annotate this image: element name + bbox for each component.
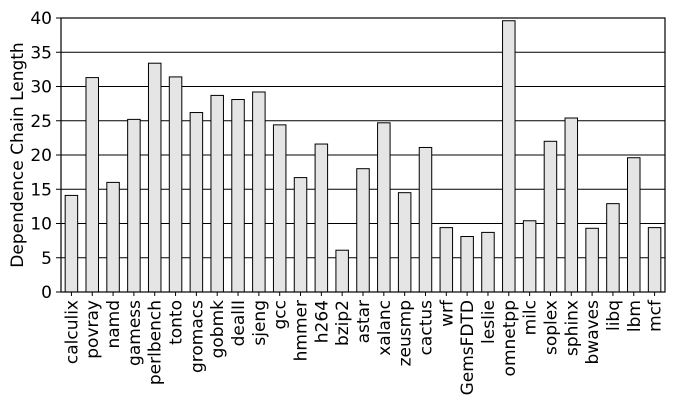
x-tick-label: hmmer: [292, 300, 312, 361]
x-tick-label: dealII: [229, 300, 249, 346]
bar: [564, 117, 579, 293]
y-tick-label: 25: [30, 112, 52, 132]
x-tick-label: gamess: [125, 300, 145, 366]
y-tick-label: 35: [30, 43, 52, 63]
y-tick-label: 5: [41, 249, 52, 269]
y-tick-label: 15: [30, 180, 52, 200]
y-tick-label: 0: [41, 283, 52, 303]
bar: [377, 122, 391, 293]
y-tick-label: 40: [30, 9, 52, 29]
bar: [647, 227, 662, 293]
x-tick-label: povray: [83, 300, 103, 359]
bar: [231, 99, 245, 293]
x-tick-label: gcc: [271, 300, 291, 329]
x-tick-label: zeusmp: [396, 300, 416, 366]
x-tick-label: cactus: [416, 300, 436, 356]
bar: [106, 181, 120, 293]
bar-layer: [64, 20, 662, 293]
bar: [168, 76, 183, 293]
bar: [502, 20, 516, 293]
x-tick-label: bwaves: [583, 300, 603, 365]
y-axis-ticks: 0 5 10 15 20 25 30 35 40: [30, 9, 61, 303]
bar: [64, 194, 79, 293]
bar: [522, 220, 537, 293]
bar: [627, 157, 641, 293]
bar: [439, 227, 454, 293]
bar: [189, 112, 204, 293]
bar: [397, 192, 412, 293]
x-tick-label: namd: [104, 300, 124, 349]
x-tick-label: gobmk: [208, 300, 228, 359]
x-axis-ticks: calculix povray namd gamess perlbench tonto gr…: [62, 292, 666, 395]
x-tick-label: bzip2: [333, 300, 353, 346]
y-tick-label: 10: [30, 215, 52, 235]
x-tick-label: sjeng: [250, 300, 270, 346]
bar: [272, 124, 287, 293]
y-tick-label: 20: [30, 146, 52, 166]
x-tick-label: calculix: [62, 300, 82, 364]
bar: [293, 177, 308, 293]
bar: [356, 168, 370, 293]
x-tick-label: libq: [604, 300, 624, 331]
x-tick-label: milc: [521, 300, 541, 335]
x-tick-label: astar: [354, 300, 374, 343]
x-tick-label: lbm: [625, 300, 645, 332]
bar: [481, 231, 495, 293]
y-tick-label: 30: [30, 78, 52, 98]
x-tick-label: mcf: [646, 299, 666, 332]
bar: [606, 203, 620, 293]
bar: [460, 236, 474, 293]
bar: [252, 91, 266, 293]
x-tick-label: sphinx: [562, 300, 582, 356]
x-tick-label: xalanc: [375, 300, 395, 356]
bar: [543, 140, 558, 293]
bar: [314, 143, 329, 293]
x-tick-label: gromacs: [187, 300, 207, 373]
bar: [210, 94, 224, 293]
x-tick-label: omnetpp: [500, 300, 520, 376]
bar: [335, 249, 349, 293]
x-tick-label: wrf: [437, 299, 457, 327]
x-tick-label: tonto: [167, 300, 187, 345]
y-axis-label: Dependence Chain Length: [8, 42, 28, 267]
x-tick-label: GemsFDTD: [458, 300, 478, 395]
bar: [85, 77, 99, 293]
bar: [147, 62, 162, 293]
x-tick-label: soplex: [541, 300, 561, 355]
bar: [418, 146, 433, 293]
x-tick-label: h264: [312, 300, 332, 343]
x-tick-label: leslie: [479, 300, 499, 344]
x-tick-label: perlbench: [146, 300, 166, 385]
bar: [127, 118, 141, 293]
bar: [585, 227, 599, 293]
